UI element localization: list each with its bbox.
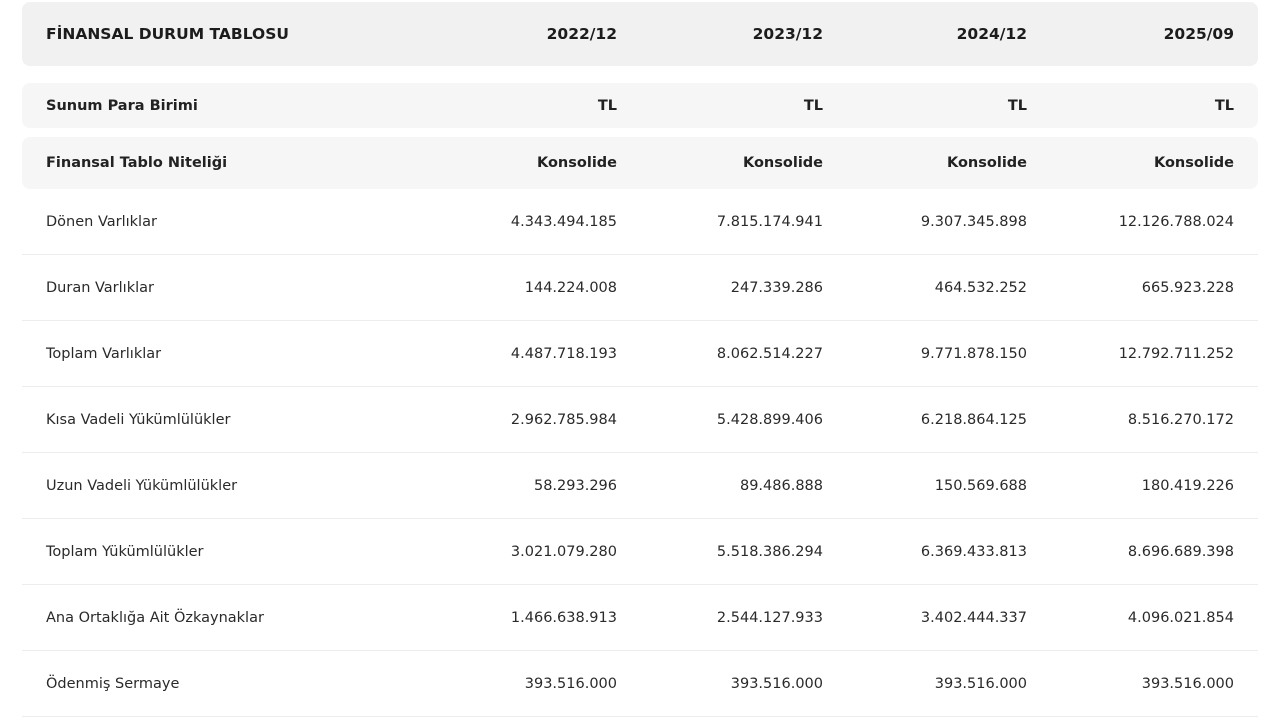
- row-value: 3.021.079.280: [510, 543, 617, 560]
- row-label: Uzun Vadeli Yükümlülükler: [46, 477, 238, 494]
- row-value: Konsolide: [742, 155, 823, 171]
- row-value: Konsolide: [536, 155, 617, 171]
- row-value: 4.343.494.185: [510, 213, 617, 230]
- row-value: 5.518.386.294: [716, 543, 823, 560]
- row-value: 3.402.444.337: [920, 609, 1027, 626]
- table-row: Toplam Varlıklar 4.487.718.193 8.062.514…: [22, 321, 1258, 387]
- row-value: 9.307.345.898: [920, 213, 1027, 230]
- row-value: TL: [803, 97, 823, 114]
- table-row: Ödenmiş Sermaye 393.516.000 393.516.000 …: [22, 651, 1258, 717]
- row-value: 12.792.711.252: [1118, 345, 1234, 362]
- row-value: 12.126.788.024: [1118, 213, 1234, 230]
- table-header-row: FİNANSAL DURUM TABLOSU 2022/12 2023/12 2…: [22, 2, 1258, 66]
- row-value: TL: [1214, 97, 1234, 114]
- row-value: TL: [1007, 97, 1027, 114]
- currency-row: Sunum Para Birimi TL TL TL TL: [22, 83, 1258, 128]
- table-row: Dönen Varlıklar 4.343.494.185 7.815.174.…: [22, 189, 1258, 255]
- row-value: 247.339.286: [730, 279, 823, 296]
- row-value: TL: [597, 97, 617, 114]
- period-header-2025-09: 2025/09: [1163, 25, 1234, 43]
- row-value: 89.486.888: [739, 477, 823, 494]
- row-value: Konsolide: [946, 155, 1027, 171]
- period-header-2024-12: 2024/12: [956, 25, 1027, 43]
- row-value: 144.224.008: [524, 279, 617, 296]
- row-value: 5.428.899.406: [716, 411, 823, 428]
- table-row: Uzun Vadeli Yükümlülükler 58.293.296 89.…: [22, 453, 1258, 519]
- row-value: 180.419.226: [1141, 477, 1234, 494]
- row-label: Dönen Varlıklar: [46, 213, 157, 230]
- row-value: 393.516.000: [730, 675, 823, 692]
- statement-type-row: Finansal Tablo Niteliği Konsolide Konsol…: [22, 137, 1258, 189]
- row-value: 2.544.127.933: [716, 609, 823, 626]
- row-value: 8.696.689.398: [1127, 543, 1234, 560]
- row-value: 7.815.174.941: [716, 213, 823, 230]
- financial-position-table: FİNANSAL DURUM TABLOSU 2022/12 2023/12 2…: [22, 0, 1258, 717]
- row-value: 150.569.688: [934, 477, 1027, 494]
- row-label: Finansal Tablo Niteliği: [46, 155, 228, 171]
- row-value: 4.487.718.193: [510, 345, 617, 362]
- period-header-2023-12: 2023/12: [752, 25, 823, 43]
- row-value: 464.532.252: [934, 279, 1027, 296]
- period-header-2022-12: 2022/12: [546, 25, 617, 43]
- row-value: 1.466.638.913: [510, 609, 617, 626]
- table-row: Duran Varlıklar 144.224.008 247.339.286 …: [22, 255, 1258, 321]
- table-row: Toplam Yükümlülükler 3.021.079.280 5.518…: [22, 519, 1258, 585]
- row-label: Sunum Para Birimi: [46, 97, 198, 114]
- row-label: Ödenmiş Sermaye: [46, 675, 180, 692]
- row-value: 393.516.000: [524, 675, 617, 692]
- row-label: Duran Varlıklar: [46, 279, 154, 296]
- row-value: 2.962.785.984: [510, 411, 617, 428]
- row-value: 4.096.021.854: [1127, 609, 1234, 626]
- row-label: Toplam Yükümlülükler: [46, 543, 204, 560]
- table-row: Kısa Vadeli Yükümlülükler 2.962.785.984 …: [22, 387, 1258, 453]
- row-value: 665.923.228: [1141, 279, 1234, 296]
- row-value: 8.516.270.172: [1127, 411, 1234, 428]
- row-value: 58.293.296: [533, 477, 617, 494]
- table-row: Ana Ortaklığa Ait Özkaynaklar 1.466.638.…: [22, 585, 1258, 651]
- row-value: 393.516.000: [934, 675, 1027, 692]
- row-value: Konsolide: [1153, 155, 1234, 171]
- row-label: Ana Ortaklığa Ait Özkaynaklar: [46, 609, 264, 626]
- row-value: 9.771.878.150: [920, 345, 1027, 362]
- row-value: 8.062.514.227: [716, 345, 823, 362]
- row-value: 6.218.864.125: [920, 411, 1027, 428]
- row-label: Kısa Vadeli Yükümlülükler: [46, 411, 231, 428]
- row-label: Toplam Varlıklar: [46, 345, 162, 362]
- table-title: FİNANSAL DURUM TABLOSU: [46, 25, 289, 43]
- row-value: 393.516.000: [1141, 675, 1234, 692]
- row-value: 6.369.433.813: [920, 543, 1027, 560]
